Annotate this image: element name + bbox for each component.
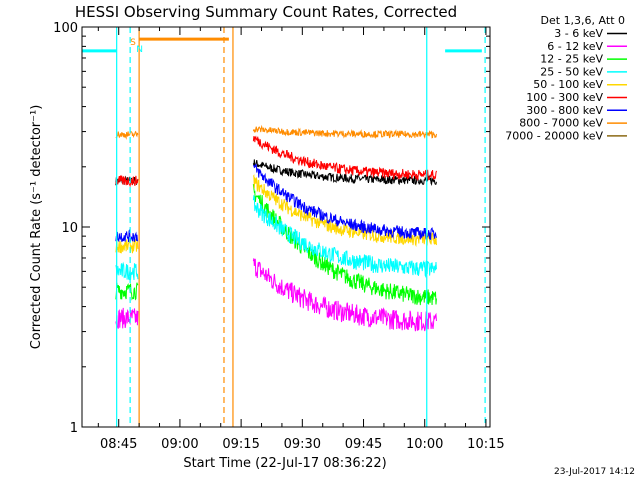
legend-entry-label: 800 - 7000 keV — [519, 117, 603, 130]
chart-title: HESSI Observing Summary Count Rates, Cor… — [75, 3, 457, 21]
series-segment-2 — [252, 135, 437, 181]
legend-entry-label: 6 - 12 keV — [547, 40, 603, 53]
y-tick-label: 100 — [53, 21, 78, 36]
series-segment-2 — [252, 194, 437, 279]
x-tick-label: 09:30 — [284, 437, 321, 452]
series-segment-1 — [115, 174, 139, 188]
x-tick-label: 09:15 — [222, 437, 259, 452]
x-tick-label: 08:45 — [100, 437, 137, 452]
legend-entry-label: 50 - 100 keV — [533, 78, 603, 91]
series-100-300-keV-kev-trace — [115, 135, 437, 188]
legend-entry-label: 12 - 25 keV — [540, 53, 603, 66]
series-segment-1 — [115, 282, 139, 301]
footer-timestamp: 23-Jul-2017 14:12 — [554, 467, 635, 477]
series-800-7000-keV-kev-trace — [115, 124, 437, 140]
series-segment-1 — [115, 228, 139, 243]
series-segment-2 — [252, 163, 437, 240]
series-segment-2 — [252, 173, 437, 248]
legend-title: Det 1,3,6, Att 0 — [541, 14, 625, 27]
series-25-50-keV-kev-trace — [115, 194, 437, 281]
legend-entry-label: 25 - 50 keV — [540, 65, 603, 78]
axis-ticks: 08:45 09:00 09:15 09:30 09:45 10:00 10:15 1 10 10… — [53, 21, 504, 452]
legend-entry-label: 7000 - 20000 keV — [505, 129, 603, 142]
y-tick-label: 1 — [70, 421, 78, 436]
series-segment-1 — [115, 261, 139, 281]
series-segment-1 — [115, 239, 139, 254]
legend-entry-label: 300 - 800 keV — [526, 104, 603, 117]
x-tick-label: 10:15 — [467, 437, 504, 452]
legend-entry-label: 3 - 6 keV — [554, 27, 603, 40]
x-tick-label: 09:00 — [161, 437, 198, 452]
series-50-100-keV-kev-trace — [115, 173, 437, 254]
series-segment-1 — [115, 130, 139, 140]
x-tick-label: 09:45 — [345, 437, 382, 452]
y-tick-label: 10 — [61, 221, 78, 236]
series-segment-2 — [252, 258, 437, 332]
legend-entry-label: 100 - 300 keV — [526, 91, 603, 104]
saa-flag-label: S — [130, 38, 136, 48]
night-flag-label: N — [136, 45, 143, 55]
series-segment-1 — [115, 307, 139, 329]
series-6-12-keV-kev-trace — [115, 258, 437, 332]
x-tick-label: 10:00 — [406, 437, 443, 452]
x-axis-label: Start Time (22-Jul-17 08:36:22) — [183, 456, 386, 471]
series-segment-2 — [252, 159, 437, 186]
y-axis-label: Corrected Count Rate (s⁻¹ detector⁻¹) — [29, 105, 44, 350]
series-300-800-keV-kev-trace — [115, 163, 437, 243]
series-segment-2 — [252, 124, 437, 139]
